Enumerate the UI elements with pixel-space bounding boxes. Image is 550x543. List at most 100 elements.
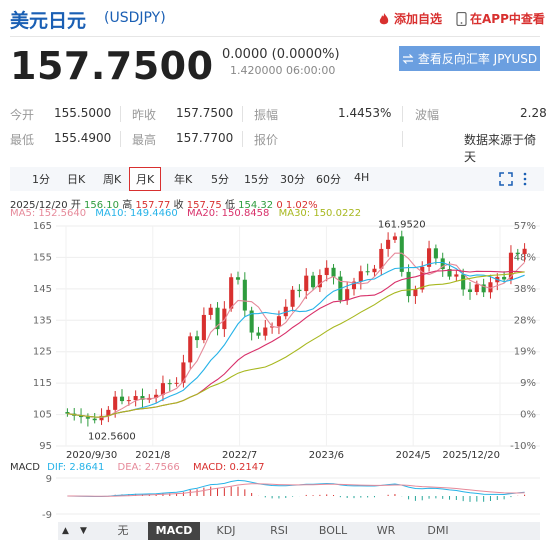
high-label: 高 [122,200,133,211]
candle-body [113,396,118,410]
candle-body [358,271,363,282]
view-in-app-button[interactable]: 在APP中查看 [456,10,545,27]
data-source: 数据来源于倚天 [464,133,537,164]
stats-row: 最低 155.4900 最高 157.7700 报价 数据来源于倚天 [10,127,544,164]
pct-tick-label: 57% [514,221,536,232]
x-tick-label: 2023/6 [309,450,344,461]
candle-body [440,258,445,270]
candle-body [208,307,213,315]
stats-row: 今开 155.5000 昨收 157.7500 振幅 1.4453% 波幅 2.… [10,102,547,127]
indicator-macd[interactable]: MACD [148,522,200,540]
candle-body [311,275,316,288]
macd-chart[interactable]: 9 -9 [0,472,550,520]
divider [242,106,243,122]
bar-close: 157.75 [186,200,222,211]
tab-week[interactable]: 周K [103,173,122,186]
y-tick-label: 105 [33,410,52,421]
current-price: 157.7500 [10,44,214,88]
candle-body [392,236,397,240]
candle-body [515,252,520,254]
candle-body [522,248,527,254]
candle-body [235,277,241,280]
indicator-rsi[interactable]: RSI [270,524,288,537]
indicator-boll[interactable]: BOLL [318,524,348,537]
candlestick-chart[interactable]: 16557%15548%14538%13528%12519%1159%1050%… [0,216,550,462]
candle-body [283,306,288,317]
candle-body [215,307,220,330]
tab-month[interactable]: 月K [129,167,162,191]
tab-year[interactable]: 年K [174,173,193,186]
candle-body [317,275,322,288]
divider [402,131,403,147]
pct-tick-label: 9% [520,378,536,389]
symbol-code: (USDJPY) [104,10,166,26]
stats-table: 今开 155.5000 昨收 157.7500 振幅 1.4453% 波幅 2.… [10,102,547,164]
tab-60min[interactable]: 60分 [316,173,341,186]
candle-body [508,252,513,280]
candle-body [461,274,466,290]
candle-body [263,327,268,336]
fullscreen-icon[interactable] [499,172,513,186]
x-tick-label: 2022/7 [222,450,257,461]
tab-30min[interactable]: 30分 [280,173,305,186]
indicator-kdj[interactable]: KDJ [216,524,236,537]
candle-body [154,394,159,398]
candle-body [174,382,179,384]
prev-close-value: 157.7500 [176,106,234,120]
candle-body [304,275,309,292]
scroll-arrows[interactable]: ▲ ▼ [58,522,98,540]
add-favorite-label: 添加自选 [394,12,443,26]
candle-body [433,248,438,259]
candle-body [201,314,206,341]
candle-body [502,276,507,280]
x-tick-label: 2021/8 [135,450,170,461]
candle-body [249,310,254,333]
candle-body [126,400,131,402]
candle-body [85,417,90,419]
period-tabs: 1分 日K 周K 月K 年K 5分 15分 30分 60分 4H [10,167,544,191]
bar-low: 154.32 [238,200,274,211]
candle-body [467,289,473,292]
candle-body [386,239,391,249]
ma30-line [67,271,525,418]
arrow-up-icon[interactable]: ▲ [62,526,69,536]
indicator-dmi[interactable]: DMI [427,524,449,537]
divider [120,106,121,122]
divider [242,131,243,147]
divider [10,36,540,37]
indicator-tabs: ▲ ▼ 无 MACD KDJ RSI BOLL WR DMI [58,522,540,540]
add-favorite-button[interactable]: 添加自选 [377,10,442,27]
y-tick-label: 125 [33,347,52,358]
tab-day[interactable]: 日K [67,173,86,186]
indicator-none[interactable]: 无 [117,524,129,537]
tab-15min[interactable]: 15分 [244,173,269,186]
bar-info: 2025/12/20 开 156.10 高 157.77 收 157.75 低 … [10,196,318,211]
wave-value: 2.28 [520,106,547,120]
flame-icon [379,12,389,24]
open-value: 155.5000 [54,106,112,120]
swap-icon [402,53,414,64]
candle-body [140,396,145,400]
candle-body [297,289,302,292]
arrow-down-icon[interactable]: ▼ [80,526,87,536]
max-annotation: 161.9520 [378,220,426,231]
reverse-rate-button[interactable]: 查看反向汇率 JPYUSD [399,46,540,71]
indicator-wr[interactable]: WR [376,524,396,537]
bar-date: 2025/12/20 [10,200,68,211]
price-change: 0.0000 (0.0000%) [222,47,340,62]
candle-body [413,289,418,297]
divider [120,131,121,147]
phone-icon [456,11,467,26]
pct-tick-label: 0% [520,410,536,421]
header: 美元日元 (USDJPY) 添加自选 在APP中查看 [0,0,550,36]
tab-5min[interactable]: 5分 [211,173,229,186]
candle-body [420,266,425,290]
dea-line [67,483,525,497]
open-label: 今开 [10,108,35,122]
candle-body [79,415,84,418]
y-tick-label: 145 [33,284,52,295]
tab-4h[interactable]: 4H [354,171,370,184]
macd-value: MACD: 0.2147 [192,462,265,473]
more-icon[interactable] [522,172,528,186]
tab-1min[interactable]: 1分 [32,173,50,186]
